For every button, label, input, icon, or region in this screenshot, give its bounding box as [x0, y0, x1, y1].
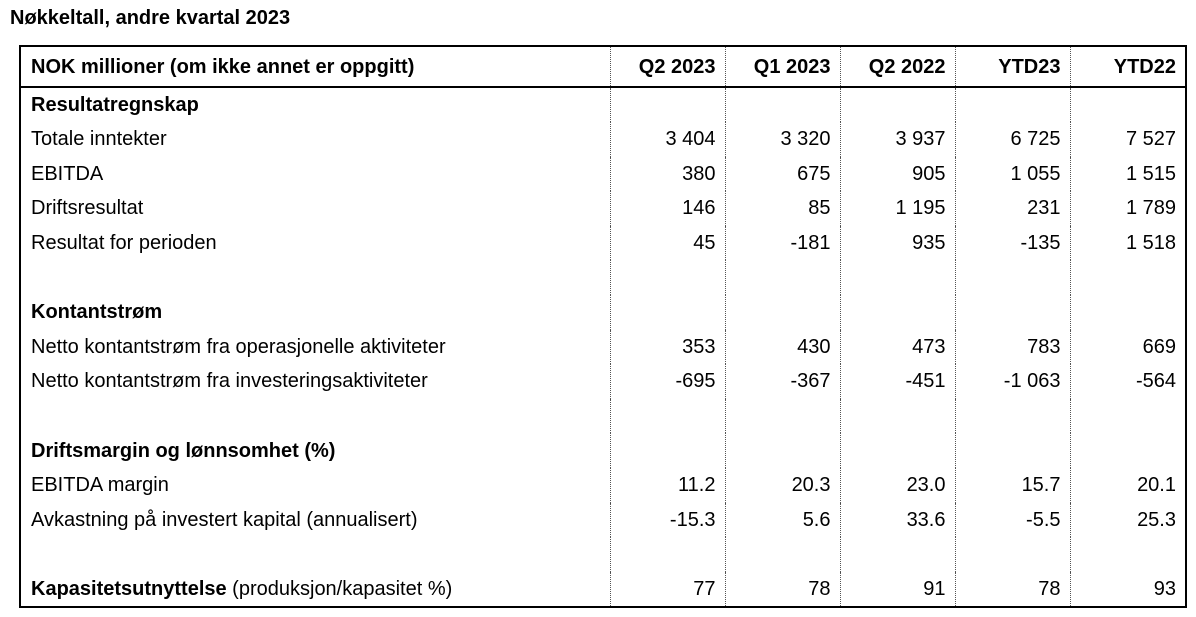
page-title: Nøkkeltall, andre kvartal 2023 — [10, 7, 291, 29]
key-figures-grid: NOK millioner (om ikke annet er oppgitt)… — [21, 47, 1185, 607]
row-label: Driftsresultat — [31, 197, 144, 220]
cell-value: 11.2 — [609, 467, 725, 503]
cell-value: 231 — [954, 191, 1070, 226]
cell-value: 78 — [724, 571, 840, 607]
cell-value: -5.5 — [954, 502, 1070, 538]
cell-value: 1 195 — [839, 191, 955, 226]
cell-value: 905 — [839, 156, 955, 192]
column-header-q2-2023: Q2 2023 — [609, 47, 725, 88]
cell-value: -15.3 — [609, 502, 725, 538]
table-row: Driftsresultat 146 85 1 195 231 1 789 — [21, 191, 1185, 226]
row-label: Resultat for perioden — [31, 232, 217, 255]
cell-value: 93 — [1069, 571, 1185, 607]
spacer-row — [21, 398, 1185, 434]
cell-value: 23.0 — [839, 467, 955, 503]
row-label: Avkastning på investert kapital (annuali… — [31, 508, 418, 531]
cell-value: 20.3 — [724, 467, 840, 503]
section-row: Kontantstrøm — [21, 294, 1185, 330]
cell-value: 78 — [954, 571, 1070, 607]
cell-value: 15.7 — [954, 467, 1070, 503]
column-header-ytd23: YTD23 — [954, 47, 1070, 88]
cell-value: 3 320 — [724, 122, 840, 157]
cell-value: -367 — [724, 364, 840, 399]
cell-value: 5.6 — [724, 502, 840, 538]
kapasitet-label-rest: (produksjon/kapasitet %) — [226, 578, 453, 601]
row-label-kapasitet: Kapasitetsutnyttelse (produksjon/kapasit… — [21, 572, 610, 607]
cell-value: 1 518 — [1069, 225, 1185, 261]
cell-value: -564 — [1069, 364, 1185, 399]
table-row: Resultat for perioden 45 -181 935 -135 1… — [21, 225, 1185, 261]
table-row: Netto kontantstrøm fra investeringsaktiv… — [21, 364, 1185, 399]
row-label: Totale inntekter — [31, 128, 167, 151]
table-row: Kapasitetsutnyttelse (produksjon/kapasit… — [21, 571, 1185, 607]
column-header-q2-2022: Q2 2022 — [839, 47, 955, 88]
spacer-row — [21, 260, 1185, 295]
table-row: Avkastning på investert kapital (annuali… — [21, 502, 1185, 538]
cell-value: -181 — [724, 225, 840, 261]
cell-value: 430 — [724, 329, 840, 365]
cell-value: 33.6 — [839, 502, 955, 538]
table-row: EBITDA 380 675 905 1 055 1 515 — [21, 156, 1185, 192]
section-title-resultat: Resultatregnskap — [31, 94, 199, 116]
cell-value: 1 055 — [954, 156, 1070, 192]
cell-value: -695 — [609, 364, 725, 399]
cell-value: -1 063 — [954, 364, 1070, 399]
cell-value: -135 — [954, 225, 1070, 261]
cell-value: 3 937 — [839, 122, 955, 157]
cell-value: 85 — [724, 191, 840, 226]
row-label: EBITDA — [31, 162, 104, 185]
cell-value: 380 — [609, 156, 725, 192]
row-label: Netto kontantstrøm fra investeringsaktiv… — [31, 370, 428, 393]
cell-value: 353 — [609, 329, 725, 365]
cell-value: 91 — [839, 571, 955, 607]
cell-value: 6 725 — [954, 122, 1070, 157]
cell-value: 669 — [1069, 329, 1185, 365]
cell-value: 146 — [609, 191, 725, 226]
cell-value: 20.1 — [1069, 467, 1185, 503]
header-label: NOK millioner (om ikke annet er oppgitt) — [21, 47, 610, 88]
table-row: Totale inntekter 3 404 3 320 3 937 6 725… — [21, 122, 1185, 157]
section-row: Resultatregnskap — [21, 87, 1185, 122]
cell-value: 473 — [839, 329, 955, 365]
cell-value: 935 — [839, 225, 955, 261]
cell-value: 675 — [724, 156, 840, 192]
table-row: Netto kontantstrøm fra operasjonelle akt… — [21, 329, 1185, 365]
section-title-kontantstrom: Kontantstrøm — [31, 301, 163, 324]
section-row: Driftsmargin og lønnsomhet (%) — [21, 433, 1185, 468]
key-figures-table: NOK millioner (om ikke annet er oppgitt)… — [19, 45, 1187, 608]
row-label: Netto kontantstrøm fra operasjonelle akt… — [31, 335, 446, 358]
header-row: NOK millioner (om ikke annet er oppgitt)… — [21, 47, 1185, 88]
table-row: EBITDA margin 11.2 20.3 23.0 15.7 20.1 — [21, 467, 1185, 503]
kapasitet-label-bold: Kapasitetsutnyttelse — [31, 578, 227, 601]
column-header-q1-2023: Q1 2023 — [724, 47, 840, 88]
cell-value: 45 — [609, 225, 725, 261]
cell-value: -451 — [839, 364, 955, 399]
cell-value: 1 789 — [1069, 191, 1185, 226]
column-header-ytd22: YTD22 — [1069, 47, 1185, 88]
cell-value: 77 — [609, 571, 725, 607]
section-title-margin: Driftsmargin og lønnsomhet (%) — [31, 439, 336, 462]
cell-value: 1 515 — [1069, 156, 1185, 192]
cell-value: 783 — [954, 329, 1070, 365]
row-label: EBITDA margin — [31, 474, 169, 497]
cell-value: 3 404 — [609, 122, 725, 157]
spacer-row — [21, 537, 1185, 572]
cell-value: 7 527 — [1069, 122, 1185, 157]
cell-value: 25.3 — [1069, 502, 1185, 538]
